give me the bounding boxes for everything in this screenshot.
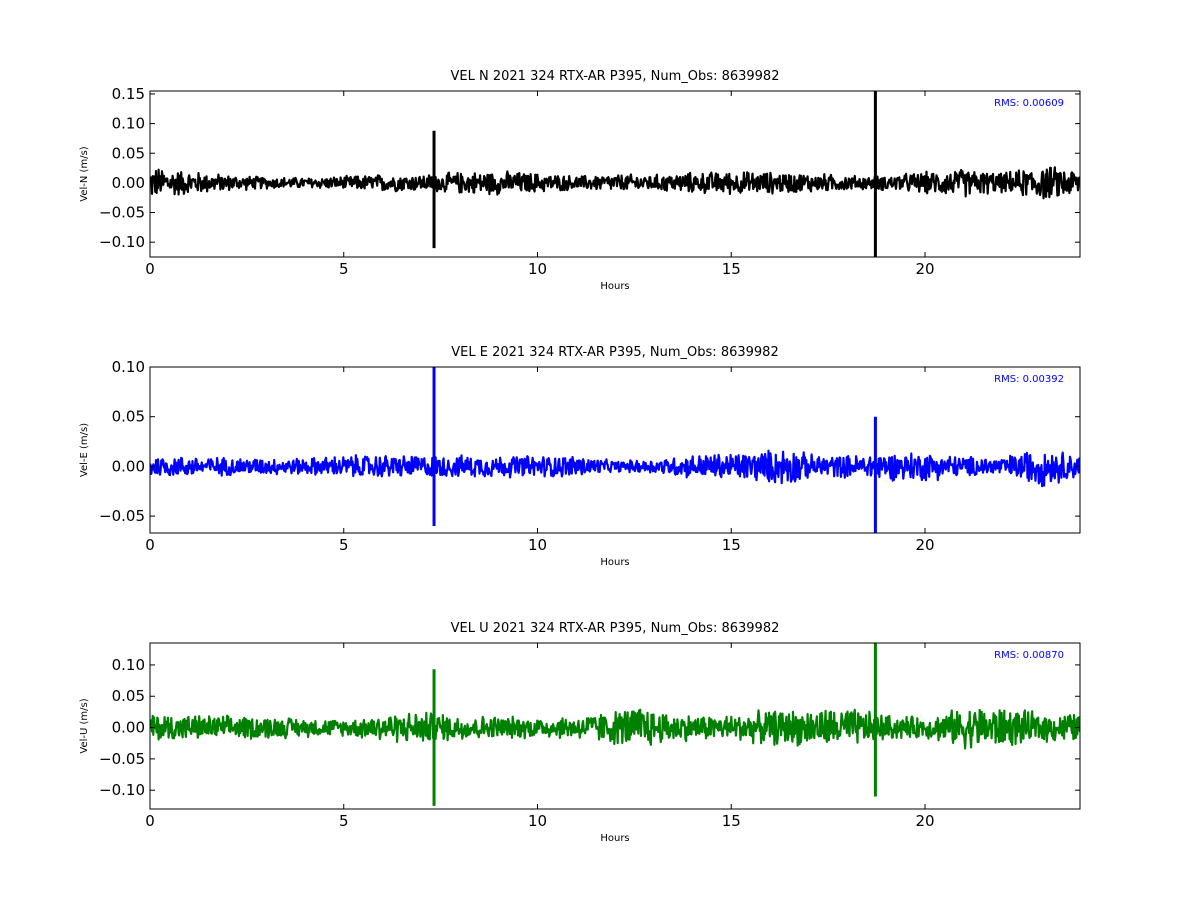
y-tick-label: 0.00 bbox=[112, 457, 145, 475]
x-axis-label-n: Hours bbox=[600, 281, 629, 292]
x-tick-label: 0 bbox=[145, 260, 155, 278]
y-tick-label: −0.05 bbox=[99, 507, 145, 525]
y-tick-label: −0.05 bbox=[99, 204, 145, 222]
y-axis-label-u: Vel-U (m/s) bbox=[79, 698, 90, 753]
axes-frame-n bbox=[149, 90, 1081, 258]
y-axis-label-e: Vel-E (m/s) bbox=[79, 423, 90, 477]
panel-u: 0 5 10 15 20 −0.10 −0.05 0.00 0.05 0.10 VEL U 2021… bbox=[79, 621, 1081, 844]
x-tick-label: 5 bbox=[339, 260, 349, 278]
chart-title-e: VEL E 2021 324 RTX-AR P395, Num_Obs: 863… bbox=[451, 345, 778, 360]
chart-title-n: VEL N 2021 324 RTX-AR P395, Num_Obs: 863… bbox=[451, 69, 780, 84]
x-axis-label-e: Hours bbox=[600, 557, 629, 568]
y-tick-label: 0.10 bbox=[112, 656, 145, 674]
rms-annotation-n: RMS: 0.00609 bbox=[994, 98, 1064, 109]
x-tick-label: 20 bbox=[915, 536, 934, 554]
series-n bbox=[150, 91, 1080, 257]
axes-frame-u bbox=[149, 642, 1081, 810]
y-tick-label: 0.15 bbox=[112, 85, 145, 103]
x-tick-label: 10 bbox=[528, 536, 547, 554]
rms-annotation-e: RMS: 0.00392 bbox=[994, 374, 1064, 385]
x-tick-label: 10 bbox=[528, 812, 547, 830]
x-tick-label: 20 bbox=[915, 260, 934, 278]
y-tick-label: 0.00 bbox=[112, 174, 145, 192]
x-tick-label: 0 bbox=[145, 812, 155, 830]
y-tick-label: −0.10 bbox=[99, 781, 145, 799]
y-tick-label: 0.10 bbox=[112, 358, 145, 376]
series-line-u bbox=[150, 708, 1080, 750]
x-axis-label-u: Hours bbox=[600, 833, 629, 844]
x-tick-label: 5 bbox=[339, 812, 349, 830]
chart-title-u: VEL U 2021 324 RTX-AR P395, Num_Obs: 863… bbox=[451, 621, 780, 636]
series-u bbox=[150, 643, 1080, 806]
y-axis-label-n: Vel-N (m/s) bbox=[79, 146, 90, 201]
panel-e: 0 5 10 15 20 −0.05 0.00 0.05 0.10 VEL E 2021 324 … bbox=[79, 345, 1081, 568]
series-line-e bbox=[150, 449, 1080, 488]
y-tick-label: 0.05 bbox=[112, 144, 145, 162]
x-tick-label: 15 bbox=[722, 260, 741, 278]
y-tick-label: 0.05 bbox=[112, 408, 145, 426]
rms-annotation-u: RMS: 0.00870 bbox=[994, 650, 1064, 661]
y-tick-label: 0.05 bbox=[112, 687, 145, 705]
x-tick-label: 15 bbox=[722, 536, 741, 554]
x-tick-label: 0 bbox=[145, 536, 155, 554]
y-tick-label: 0.10 bbox=[112, 115, 145, 133]
axes-frame-e bbox=[149, 366, 1081, 534]
y-tick-label: 0.00 bbox=[112, 719, 145, 737]
panel-n: 0 5 10 15 20 −0.10 −0.05 0.00 0.05 0.10 0.15 VEL N … bbox=[79, 69, 1081, 292]
series-e bbox=[150, 367, 1080, 533]
x-tick-label: 20 bbox=[915, 812, 934, 830]
x-tick-label: 15 bbox=[722, 812, 741, 830]
y-tick-label: −0.05 bbox=[99, 750, 145, 768]
x-tick-label: 10 bbox=[528, 260, 547, 278]
y-tick-label: −0.10 bbox=[99, 233, 145, 251]
series-line-n bbox=[150, 166, 1080, 200]
x-tick-label: 5 bbox=[339, 536, 349, 554]
